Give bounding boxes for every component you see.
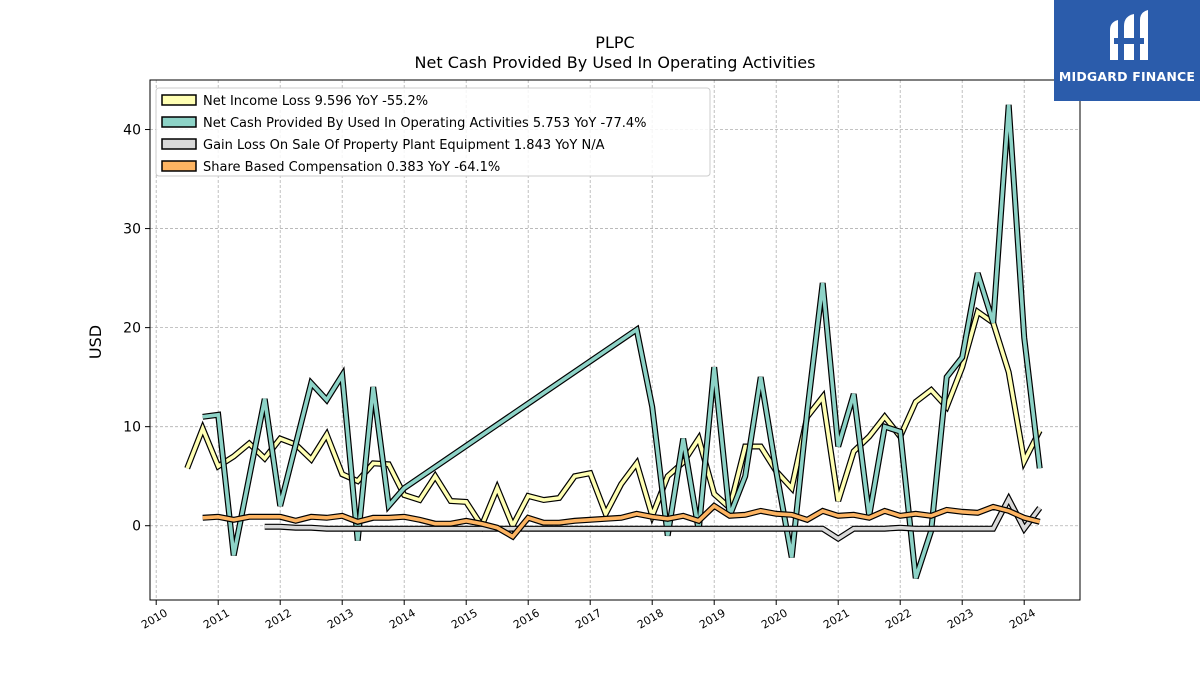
legend-swatch	[161, 160, 197, 172]
y-tick-label: 10	[123, 420, 141, 436]
x-tick-label: 2017	[573, 606, 604, 631]
x-tick-label: 2022	[883, 606, 914, 631]
x-tick-label: 2016	[511, 606, 542, 631]
plot-frame	[149, 79, 1081, 601]
x-tick-label: 2015	[449, 606, 480, 631]
x-tick-label: 2023	[945, 606, 976, 631]
x-tick-label: 2021	[821, 606, 852, 631]
legend-entry: Net Income Loss 9.596 YoY -55.2%	[203, 94, 428, 109]
x-tick-label: 2014	[387, 606, 418, 631]
y-tick-label: 30	[123, 222, 141, 238]
series-line	[202, 104, 1042, 579]
x-tick-label: 2020	[759, 606, 790, 631]
series-line	[264, 495, 1042, 541]
legend-entry: Net Cash Provided By Used In Operating A…	[203, 116, 646, 131]
midgard-logo-icon	[1110, 10, 1148, 60]
legend-box	[155, 87, 711, 177]
series-line	[202, 503, 1041, 539]
x-tick-label: 2018	[635, 606, 666, 631]
legend-swatch	[161, 116, 197, 128]
legend-swatch	[161, 94, 197, 106]
x-tick-label: 2019	[697, 606, 728, 631]
series-lines	[184, 104, 1043, 580]
x-tick-label: 2024	[1007, 606, 1038, 631]
y-tick-label: 20	[123, 321, 141, 337]
legend-entry: Gain Loss On Sale Of Property Plant Equi…	[203, 138, 605, 153]
y-axis-label: USD	[86, 325, 105, 359]
brand-name: MIDGARD FINANCE	[1058, 69, 1196, 84]
brand-logo: MIDGARD FINANCE	[1054, 0, 1200, 101]
legend: Net Income Loss 9.596 YoY -55.2% Net Cash…	[155, 87, 711, 177]
chart-subtitle: Net Cash Provided By Used In Operating A…	[415, 53, 816, 72]
series-outline	[202, 502, 1041, 541]
y-tick-label: 40	[123, 123, 141, 139]
chart-title: PLPC	[595, 33, 634, 52]
x-tick-label: 2012	[263, 606, 294, 631]
legend-entry: Share Based Compensation 0.383 YoY -64.1…	[203, 160, 500, 175]
x-tick-label: 2010	[139, 606, 170, 631]
x-tick-label: 2011	[201, 606, 232, 631]
legend-swatch	[161, 138, 197, 150]
y-tick-label: 0	[132, 519, 141, 535]
x-tick-label: 2013	[325, 606, 356, 631]
